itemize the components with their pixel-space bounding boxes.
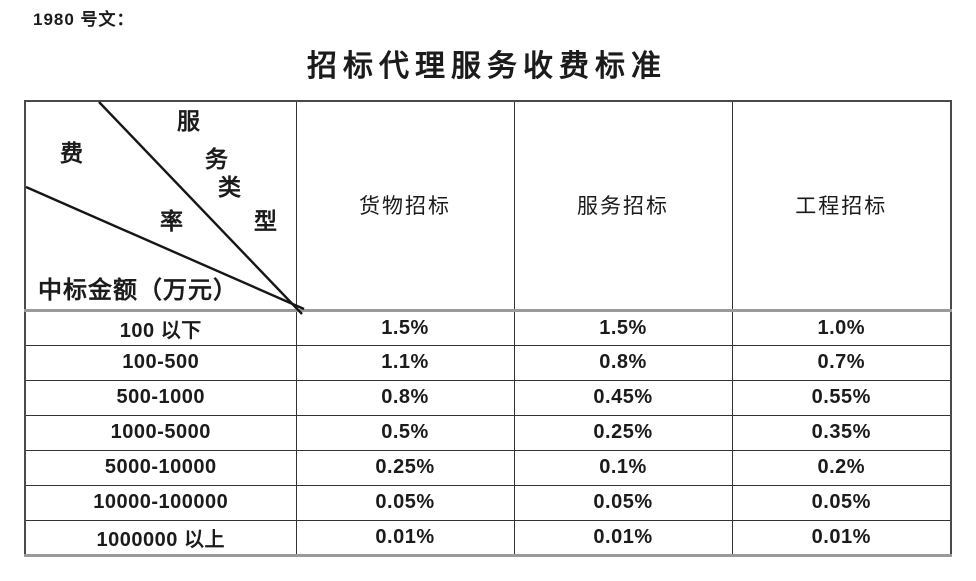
- corner-service-type-char: 类: [218, 175, 241, 200]
- fee-value-cell: 0.01%: [731, 519, 952, 558]
- fee-value-cell: 0.05%: [513, 484, 733, 521]
- row-range-cell: 1000-5000: [24, 414, 297, 451]
- row-range-cell: 1000000 以上: [24, 519, 297, 558]
- row-range-cell: 100 以下: [24, 309, 297, 346]
- table-header-row: 服 务 类 型 费 率 中标金额（万元） 货物招标 服务招标 工程招标: [24, 100, 952, 315]
- fee-value-cell: 0.45%: [513, 379, 733, 416]
- fee-value-cell: 0.35%: [731, 414, 952, 451]
- fee-value-cell: 0.25%: [295, 449, 515, 486]
- table-row: 5000-10000 0.25% 0.1% 0.2%: [24, 449, 952, 486]
- table-row: 500-1000 0.8% 0.45% 0.55%: [24, 379, 952, 416]
- table-row: 1000-5000 0.5% 0.25% 0.35%: [24, 414, 952, 451]
- table-row: 1000000 以上 0.01% 0.01% 0.01%: [24, 519, 952, 558]
- fee-value-cell: 0.01%: [513, 519, 733, 558]
- fee-value-cell: 0.55%: [731, 379, 952, 416]
- fee-value-cell: 1.0%: [731, 309, 952, 346]
- fee-value-cell: 1.5%: [513, 309, 733, 346]
- column-header-goods: 货物招标: [295, 100, 515, 312]
- diagonal-line-upper: [98, 101, 303, 315]
- table-row: 100 以下 1.5% 1.5% 1.0%: [24, 309, 952, 346]
- fee-value-cell: 0.8%: [295, 379, 515, 416]
- diagonal-line-lower: [25, 185, 305, 311]
- page-title: 招标代理服务收费标准: [307, 50, 667, 83]
- diagonal-divider-lines: [25, 101, 305, 315]
- row-range-cell: 10000-100000: [24, 484, 297, 521]
- corner-rate-char: 费: [60, 141, 83, 166]
- corner-service-type-char: 服: [177, 109, 200, 134]
- table-row: 10000-100000 0.05% 0.05% 0.05%: [24, 484, 952, 521]
- corner-rate-char: 率: [160, 209, 183, 234]
- fee-value-cell: 0.25%: [513, 414, 733, 451]
- doc-ref-label: 1980 号文：: [33, 10, 135, 29]
- fee-value-cell: 0.8%: [513, 344, 733, 381]
- fee-value-cell: 0.05%: [731, 484, 952, 521]
- fee-value-cell: 0.05%: [295, 484, 515, 521]
- fee-value-cell: 0.01%: [295, 519, 515, 558]
- column-header-services: 服务招标: [513, 100, 733, 312]
- column-header-works: 工程招标: [731, 100, 952, 312]
- corner-header-cell: 服 务 类 型 费 率 中标金额（万元）: [24, 100, 305, 315]
- fee-value-cell: 1.5%: [295, 309, 515, 346]
- row-range-cell: 500-1000: [24, 379, 297, 416]
- corner-amount-label: 中标金额（万元）: [38, 277, 238, 304]
- fee-table: 服 务 类 型 费 率 中标金额（万元） 货物招标 服务招标 工程招标 100 …: [24, 100, 952, 558]
- table-row: 100-500 1.1% 0.8% 0.7%: [24, 344, 952, 381]
- fee-value-cell: 0.7%: [731, 344, 952, 381]
- fee-value-cell: 1.1%: [295, 344, 515, 381]
- row-range-cell: 5000-10000: [24, 449, 297, 486]
- fee-value-cell: 0.5%: [295, 414, 515, 451]
- corner-service-type-char: 型: [254, 209, 277, 234]
- corner-service-type-char: 务: [205, 147, 228, 172]
- fee-value-cell: 0.2%: [731, 449, 952, 486]
- row-range-cell: 100-500: [24, 344, 297, 381]
- fee-value-cell: 0.1%: [513, 449, 733, 486]
